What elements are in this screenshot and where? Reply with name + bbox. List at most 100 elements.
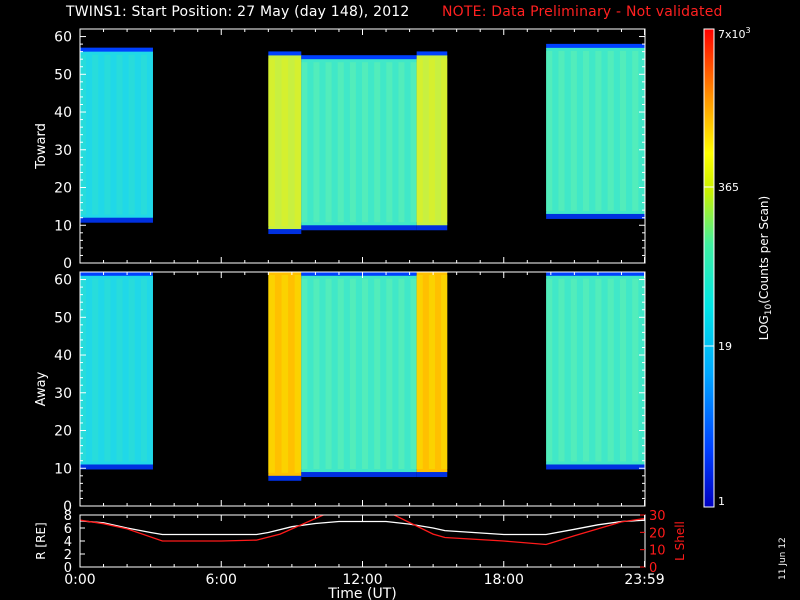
- y-tick-label: 40: [54, 348, 72, 364]
- heatmap-edge-top: [546, 43, 645, 49]
- x-axis-label: Time (UT): [327, 586, 396, 600]
- heatmap-stripe: [595, 50, 602, 211]
- heatmap-stripe: [416, 58, 423, 223]
- heatmap-edge-bottom: [301, 470, 417, 478]
- heatmap-stripe: [583, 278, 590, 462]
- y-axis-label: Toward: [34, 123, 49, 170]
- r-series-line: [80, 519, 645, 536]
- heatmap-stripe: [558, 50, 565, 211]
- x-tick-label: 18:00: [484, 572, 524, 588]
- heatmap-stripe: [595, 278, 602, 462]
- y-tick-label-left: 6: [64, 522, 72, 537]
- away-panel: 0 10 20 30 40 50 60 Away: [34, 271, 646, 515]
- y-tick-label: 50: [54, 67, 72, 83]
- heatmap-stripe: [140, 54, 147, 215]
- heatmap-stripe: [428, 58, 436, 223]
- heatmap-stripe: [337, 278, 344, 470]
- colorbar-tick-19: 19: [718, 340, 732, 353]
- heatmap-stripe: [386, 278, 393, 470]
- y-tick-label-right: 0: [649, 561, 657, 576]
- heatmap-stripe: [294, 58, 302, 227]
- y-tick-label-right: 30: [649, 509, 666, 524]
- heatmap-edge-bottom: [301, 223, 417, 231]
- heatmap-stripe: [619, 50, 627, 211]
- heatmap-stripe: [301, 62, 308, 223]
- x-tick-label: 6:00: [206, 572, 237, 588]
- heatmap-stripe: [140, 278, 147, 462]
- heatmap-stripe: [374, 278, 381, 470]
- y-tick-label: 10: [54, 461, 72, 477]
- heatmap-edge-top: [80, 47, 153, 53]
- heatmap-edge-top: [80, 272, 153, 277]
- heatmap-stripe: [337, 62, 344, 223]
- heatmap-stripe: [362, 278, 369, 470]
- line-series: [80, 515, 645, 546]
- heatmap-edge-top: [301, 55, 417, 61]
- heatmap-edge-top: [301, 272, 417, 277]
- heatmap-stripe: [349, 62, 356, 223]
- colorbar-label: LOG10(Counts per Scan): [757, 196, 774, 340]
- heatmap-stripe: [632, 278, 639, 462]
- heatmap-stripe: [325, 278, 332, 470]
- heatmap-stripe: [104, 54, 111, 215]
- heatmap-cells: [80, 43, 645, 235]
- heatmap-stripe: [268, 275, 275, 473]
- colorbar-tick-365: 365: [718, 181, 739, 194]
- y-tick-label-left: 8: [64, 509, 72, 524]
- y-tick-label: 30: [54, 386, 72, 402]
- y-tick-label-left: 2: [64, 548, 72, 563]
- heatmap-stripe: [294, 275, 302, 473]
- heatmap-stripe: [80, 54, 87, 215]
- heatmap-stripe: [441, 58, 448, 223]
- heatmap-stripe: [398, 62, 405, 223]
- y-tick-label-right: 10: [649, 544, 666, 559]
- heatmap-stripe: [558, 278, 565, 462]
- y-axis-label-right: L Shell: [673, 521, 687, 561]
- heatmap-stripe: [116, 278, 123, 462]
- heatmap-stripe: [281, 58, 289, 227]
- heatmap-stripe: [313, 278, 320, 470]
- y-tick-label-left: 0: [64, 561, 72, 576]
- heatmap-edge-bottom: [80, 462, 153, 470]
- colorbar: [703, 28, 715, 508]
- heatmap-segment: [301, 59, 417, 226]
- heatmap-stripe: [92, 54, 99, 215]
- colorbar-ticks: [704, 186, 714, 347]
- heatmap-stripe: [362, 62, 369, 223]
- heatmap-edge-bottom: [416, 470, 448, 478]
- heatmap-edge-bottom: [268, 227, 302, 235]
- heatmap-stripe: [607, 278, 614, 462]
- heatmap-stripe: [281, 275, 289, 473]
- y-tick-label: 60: [54, 30, 72, 46]
- heatmap-stripe: [325, 62, 332, 223]
- colorbar-tick-1: 1: [718, 495, 725, 508]
- heatmap-stripe: [416, 275, 423, 470]
- heatmap-edge-bottom: [546, 211, 645, 219]
- heatmap-edge-bottom: [80, 215, 153, 223]
- y-tick-label-right: 20: [649, 526, 666, 541]
- y-tick-label: 50: [54, 310, 72, 326]
- heatmap-stripe: [441, 275, 448, 470]
- colorbar-tick-max: 7x103: [718, 26, 751, 41]
- heatmap-stripe: [546, 50, 553, 211]
- heatmap-stripe: [386, 62, 393, 223]
- heatmap-stripe: [619, 278, 627, 462]
- y-axis-label-left: R [RE]: [34, 522, 48, 559]
- heatmap-cells: [80, 272, 645, 481]
- y-tick-label: 0: [63, 256, 72, 272]
- date-stamp: 11 Jun 12: [778, 537, 788, 580]
- heatmap-edge-top: [268, 51, 302, 57]
- x-tick-label: 0:00: [64, 572, 95, 588]
- heatmap-edge-bottom: [546, 462, 645, 470]
- preliminary-note: NOTE: Data Preliminary - Not validated: [442, 4, 723, 20]
- heatmap-stripe: [313, 62, 320, 223]
- heatmap-stripe: [301, 278, 308, 470]
- y-tick-label: 20: [54, 424, 72, 440]
- heatmap-stripe: [607, 50, 614, 211]
- heatmap-stripe: [398, 278, 405, 470]
- heatmap-stripe: [428, 275, 436, 470]
- x-tick-label: 23:59: [624, 572, 664, 588]
- heatmap-stripe: [268, 58, 275, 227]
